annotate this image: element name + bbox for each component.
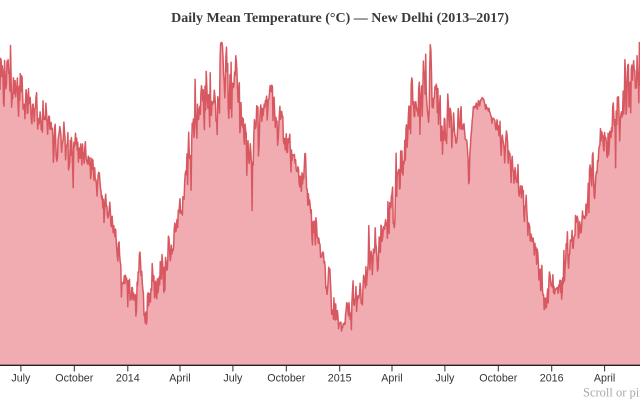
svg-text:October: October — [55, 373, 93, 385]
svg-text:October: October — [267, 373, 305, 385]
svg-text:2015: 2015 — [328, 373, 352, 385]
svg-text:Scroll or pinch to zoom: Scroll or pinch to zoom — [583, 386, 640, 400]
svg-text:Daily Mean Temperature (°C) —: Daily Mean Temperature (°C) — New Delhi … — [171, 11, 509, 26]
svg-text:2016: 2016 — [540, 373, 564, 385]
svg-text:April: April — [169, 373, 190, 385]
svg-text:July: July — [435, 373, 455, 385]
svg-text:April: April — [381, 373, 402, 385]
svg-text:October: October — [479, 373, 517, 385]
svg-text:July: July — [223, 373, 243, 385]
svg-text:July: July — [11, 373, 31, 385]
svg-text:2014: 2014 — [116, 373, 140, 385]
svg-text:April: April — [594, 373, 615, 385]
